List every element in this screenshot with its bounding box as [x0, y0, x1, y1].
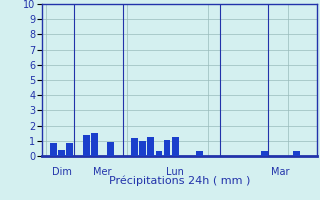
- Bar: [164, 140, 171, 156]
- Bar: [107, 142, 114, 156]
- Bar: [50, 143, 57, 156]
- Bar: [172, 137, 179, 156]
- Bar: [91, 133, 98, 156]
- Bar: [83, 135, 90, 156]
- Bar: [261, 151, 268, 156]
- Text: Dim: Dim: [52, 167, 72, 177]
- Text: Lun: Lun: [166, 167, 184, 177]
- Text: Mar: Mar: [271, 167, 290, 177]
- Bar: [131, 138, 138, 156]
- Bar: [293, 151, 300, 156]
- X-axis label: Précipitations 24h ( mm ): Précipitations 24h ( mm ): [108, 175, 250, 186]
- Bar: [139, 141, 146, 156]
- Bar: [58, 150, 65, 156]
- Bar: [156, 151, 163, 156]
- Bar: [148, 137, 154, 156]
- Bar: [67, 143, 73, 156]
- Bar: [196, 151, 203, 156]
- Text: Mer: Mer: [93, 167, 112, 177]
